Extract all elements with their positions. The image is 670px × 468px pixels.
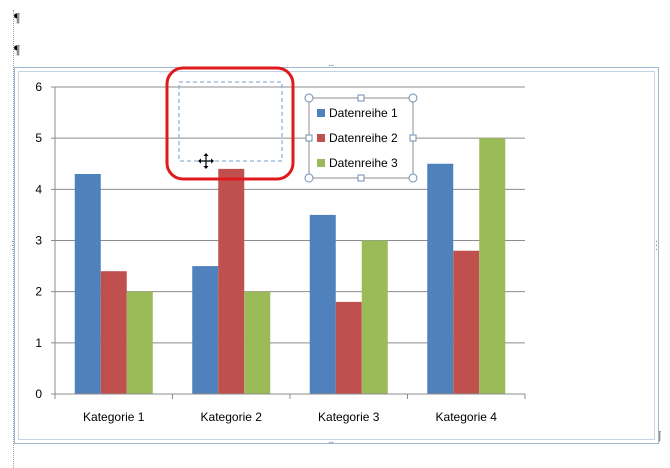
bar-datenreihe-3-2[interactable] bbox=[244, 291, 271, 394]
bar-datenreihe-2-4[interactable] bbox=[453, 250, 480, 394]
legend-resize-handle-tr[interactable] bbox=[408, 93, 418, 103]
legend-resize-handle-bottom[interactable] bbox=[357, 174, 365, 182]
legend-resize-handle-tl[interactable] bbox=[304, 93, 314, 103]
frame-right-resize-handle[interactable]: ∙ ∙ ∙ bbox=[655, 236, 658, 255]
y-tick-label: 0 bbox=[35, 387, 42, 401]
page-margin-line bbox=[13, 10, 14, 468]
bar-datenreihe-3-4[interactable] bbox=[479, 138, 506, 394]
bar-datenreihe-1-1[interactable] bbox=[74, 173, 101, 394]
y-tick-label: 1 bbox=[35, 336, 42, 350]
legend-entry-label: Datenreihe 1 bbox=[329, 106, 398, 120]
x-tick-label: Kategorie 1 bbox=[83, 410, 145, 424]
legend-resize-handle-top[interactable] bbox=[357, 94, 365, 102]
highlight-annotation bbox=[165, 66, 295, 181]
y-tick-label: 2 bbox=[35, 285, 42, 299]
bar-datenreihe-1-2[interactable] bbox=[192, 266, 219, 394]
legend-swatch bbox=[317, 134, 325, 142]
legend-resize-handle-br[interactable] bbox=[408, 173, 418, 183]
y-tick-label: 4 bbox=[35, 182, 42, 196]
legend-swatch bbox=[317, 109, 325, 117]
bar-datenreihe-2-2[interactable] bbox=[218, 168, 245, 394]
legend-resize-handle-right[interactable] bbox=[409, 134, 417, 142]
bar-datenreihe-3-1[interactable] bbox=[126, 291, 153, 394]
chart-legend[interactable]: Datenreihe 1 Datenreihe 2 Datenreihe 3 bbox=[304, 93, 418, 183]
legend-swatch bbox=[317, 159, 325, 167]
paragraph-mark-1: ¶ bbox=[14, 10, 20, 25]
frame-bottom-resize-handle[interactable]: ∙∙∙ bbox=[328, 437, 334, 448]
frame-top-resize-handle[interactable]: ∙∙∙ bbox=[328, 60, 334, 71]
x-tick-label: Kategorie 4 bbox=[436, 410, 498, 424]
bar-datenreihe-1-3[interactable] bbox=[309, 214, 336, 394]
four-way-arrow-icon bbox=[198, 153, 214, 169]
paragraph-mark-2: ¶ bbox=[14, 42, 20, 57]
bar-datenreihe-2-3[interactable] bbox=[335, 301, 362, 394]
y-tick-label: 6 bbox=[35, 80, 42, 94]
chart-title-placeholder[interactable] bbox=[178, 81, 283, 162]
chart-area-border[interactable] bbox=[18, 71, 655, 440]
legend-entry-label: Datenreihe 2 bbox=[329, 131, 398, 145]
x-tick-label: Kategorie 3 bbox=[318, 410, 380, 424]
bar-datenreihe-2-1[interactable] bbox=[100, 271, 127, 394]
legend-resize-handle-bl[interactable] bbox=[304, 173, 314, 183]
y-tick-label: 3 bbox=[35, 234, 42, 248]
x-tick-label: Kategorie 2 bbox=[201, 410, 263, 424]
legend-entry-label: Datenreihe 3 bbox=[329, 156, 398, 170]
y-tick-label: 5 bbox=[35, 131, 42, 145]
frame-left-resize-handle[interactable]: ∙ ∙ ∙ bbox=[11, 236, 14, 255]
legend-resize-handle-left[interactable] bbox=[305, 134, 313, 142]
bar-datenreihe-3-3[interactable] bbox=[361, 240, 388, 395]
bar-datenreihe-1-4[interactable] bbox=[427, 163, 454, 394]
